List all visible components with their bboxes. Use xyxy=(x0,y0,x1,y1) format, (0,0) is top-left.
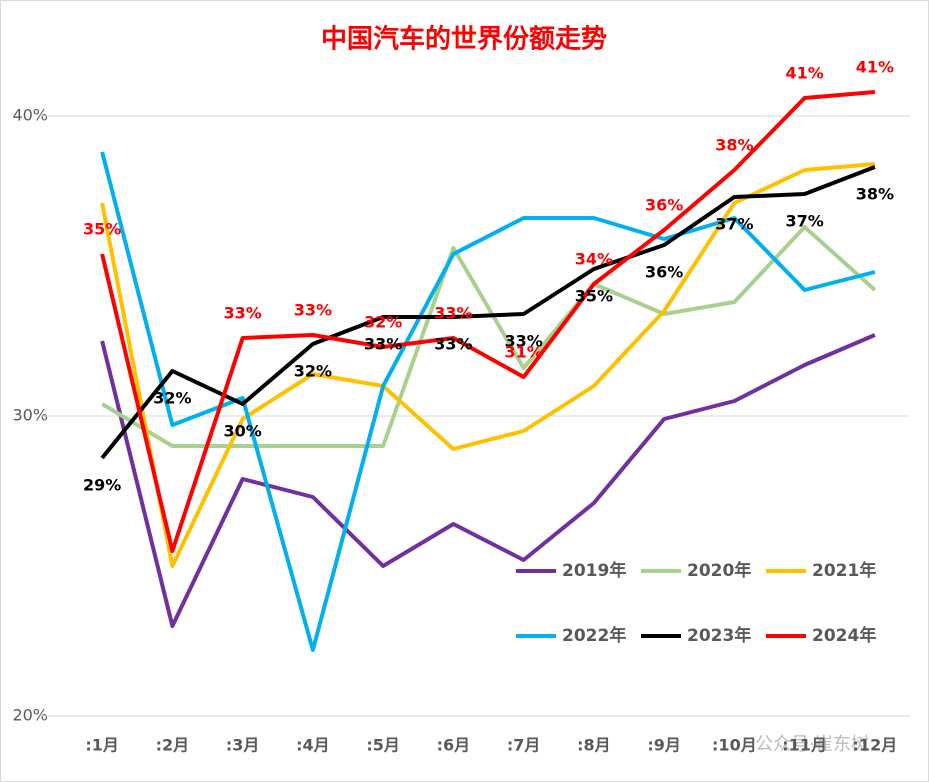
legend-label: 2019年 xyxy=(562,560,626,581)
data-label: 31% xyxy=(504,343,542,362)
data-label: 33% xyxy=(294,301,332,320)
data-label: 29% xyxy=(83,476,121,495)
y-tick-label: 40% xyxy=(12,106,48,125)
series-line xyxy=(100,333,876,628)
x-tick-label: :2月 xyxy=(156,736,190,755)
series-line xyxy=(100,90,876,553)
series-line xyxy=(100,165,876,460)
data-label: 38% xyxy=(715,136,753,155)
legend-label: 2021年 xyxy=(812,560,876,581)
x-tick-label: :7月 xyxy=(507,736,541,755)
x-tick-label: :5月 xyxy=(366,736,400,755)
data-label: 41% xyxy=(785,64,823,83)
y-tick-label: 20% xyxy=(12,706,48,725)
data-label: 35% xyxy=(83,220,121,239)
legend-label: 2022年 xyxy=(562,625,626,646)
data-label: 41% xyxy=(856,58,894,77)
data-label: 36% xyxy=(645,196,683,215)
x-tick-label: :8月 xyxy=(577,736,611,755)
series-line xyxy=(100,151,876,652)
x-tick-label: :11月 xyxy=(782,736,827,755)
data-label: 30% xyxy=(223,422,261,441)
y-tick-label: 30% xyxy=(12,406,48,425)
x-tick-label: :6月 xyxy=(437,736,471,755)
data-label: 35% xyxy=(575,287,613,306)
chart-title: 中国汽车的世界份额走势 xyxy=(321,24,607,55)
data-label: 36% xyxy=(645,263,683,282)
watermark: 公众号·崔东树 xyxy=(755,734,869,755)
data-label: 33% xyxy=(504,332,542,351)
data-label: 33% xyxy=(434,335,472,354)
data-label: 33% xyxy=(434,304,472,323)
x-tick-label: :10月 xyxy=(712,736,757,755)
data-label: 33% xyxy=(364,335,402,354)
data-label: 33% xyxy=(223,304,261,323)
data-label: 38% xyxy=(856,185,894,204)
x-tick-label: :9月 xyxy=(647,736,681,755)
x-tick-label: :12月 xyxy=(853,736,898,755)
data-label: 37% xyxy=(785,212,823,231)
data-label: 34% xyxy=(575,250,613,269)
data-label: 32% xyxy=(364,313,402,332)
data-label: 37% xyxy=(715,215,753,234)
legend-label: 2023年 xyxy=(687,625,751,646)
legend-label: 2020年 xyxy=(687,560,751,581)
x-tick-label: :3月 xyxy=(226,736,260,755)
data-label: 32% xyxy=(294,362,332,381)
x-tick-label: :1月 xyxy=(85,736,119,755)
data-label: 32% xyxy=(153,389,191,408)
x-tick-label: :4月 xyxy=(296,736,330,755)
legend-label: 2024年 xyxy=(812,625,876,646)
